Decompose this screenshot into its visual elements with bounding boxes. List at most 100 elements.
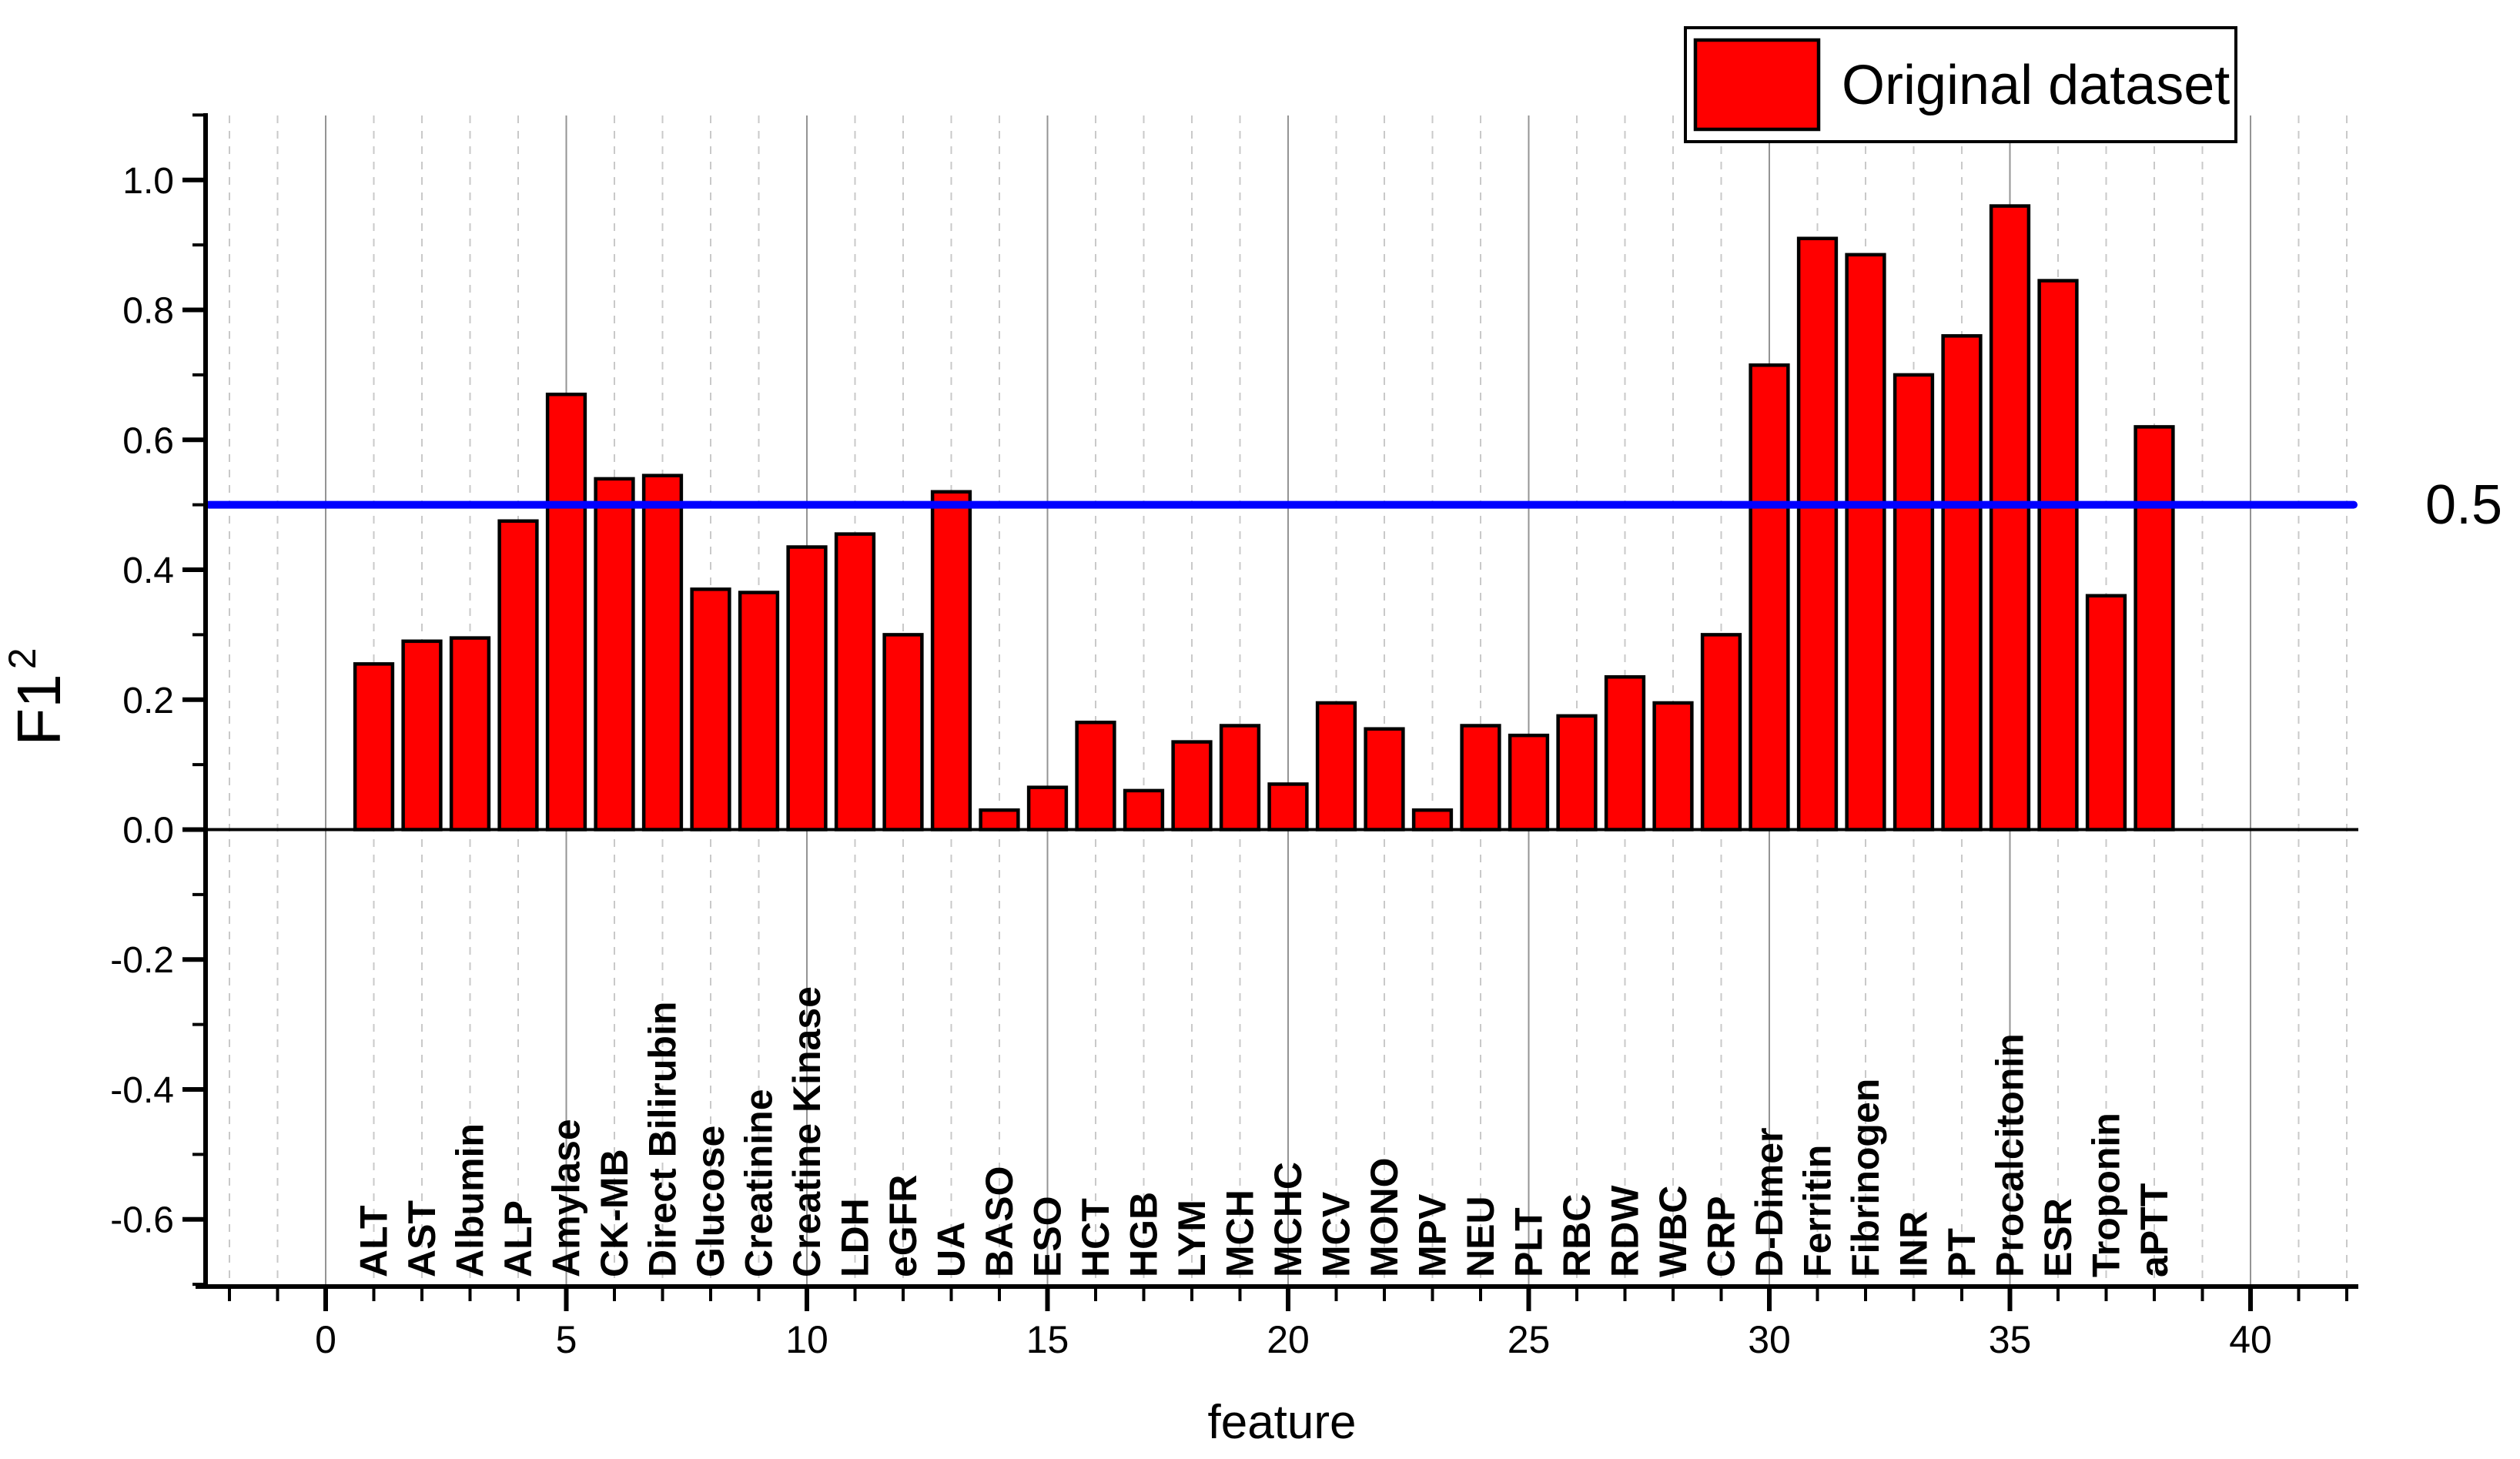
feature-label-MCHC: MCHC: [1267, 1162, 1310, 1277]
x-tick-label-25: 25: [1508, 1318, 1551, 1361]
bar-ESR: [2037, 279, 2079, 832]
tick-labels-group: 0 5 10 15 20 25 30 35 40 -0.6 -0.4 -0.2 0.0 0.2 0.4 0.6…: [110, 161, 2272, 1361]
bar-HGB: [1123, 788, 1165, 832]
feature-label-MPV: MPV: [1411, 1193, 1454, 1277]
y-axis-title-superscript: 2: [1, 648, 44, 669]
bar-MONO: [1364, 727, 1405, 832]
feature-label-MCH: MCH: [1219, 1190, 1262, 1277]
feature-label-CK-MB: CK-MB: [593, 1149, 636, 1277]
feature-label-Glucose: Glucose: [689, 1126, 732, 1277]
feature-label-ESO: ESO: [1026, 1196, 1069, 1277]
bar-LYM: [1171, 740, 1213, 832]
bar-MCH: [1219, 724, 1261, 832]
x-tick-label-0: 0: [315, 1318, 336, 1361]
feature-label-HCT: HCT: [1074, 1198, 1117, 1277]
y-tick-label-0.2: 0.2: [122, 681, 174, 721]
reference-line-label: 0.5: [2425, 474, 2502, 536]
feature-label-HGB: HGB: [1123, 1192, 1166, 1277]
bar-D-Dimer: [1749, 363, 1790, 832]
legend-label: Original dataset: [1842, 55, 2230, 116]
y-tick-label-0.0: 0.0: [122, 811, 174, 852]
feature-label-Albumin: Albumin: [449, 1123, 492, 1277]
y-tick-label--0.6: -0.6: [110, 1200, 174, 1241]
feature-label-ALT: ALT: [353, 1206, 396, 1277]
legend: Original dataset: [1684, 26, 2237, 143]
bar-CRP: [1700, 633, 1742, 832]
bar-Glucose: [690, 587, 731, 832]
feature-label-ESR: ESR: [2036, 1198, 2080, 1277]
feature-label-LDH: LDH: [834, 1198, 877, 1277]
bar-PT: [1941, 334, 1983, 832]
bar-Albumin: [449, 636, 491, 832]
x-tick-label-20: 20: [1267, 1318, 1310, 1361]
y-tick-label-0.6: 0.6: [122, 420, 174, 461]
bar-aPTT: [2133, 425, 2175, 832]
bar-Creatine Kinase: [786, 545, 828, 832]
bars-group: [353, 204, 2175, 832]
feature-label-Ferritin: Ferritin: [1796, 1145, 1839, 1277]
feature-label-eGFR: eGFR: [882, 1175, 925, 1277]
feature-label-Fibrinogen: Fibrinogen: [1844, 1079, 1887, 1277]
x-tick-label-35: 35: [1989, 1318, 2032, 1361]
feature-label-RDW: RDW: [1604, 1185, 1647, 1277]
y-tick-label-0.4: 0.4: [122, 550, 174, 591]
bar-UA: [930, 490, 972, 832]
feature-label-Amylase: Amylase: [545, 1119, 588, 1277]
feature-label-BASO: BASO: [978, 1166, 1021, 1277]
feature-label-RBC: RBC: [1555, 1194, 1598, 1277]
bar-LDH: [834, 532, 876, 832]
y-tick-label--0.4: -0.4: [110, 1070, 174, 1111]
feature-label-Troponin: Troponin: [2085, 1113, 2128, 1277]
bar-ESO: [1026, 785, 1069, 832]
bar-MCV: [1315, 701, 1357, 832]
feature-label-AST: AST: [400, 1200, 443, 1277]
y-axis-title: F12: [1, 648, 73, 745]
feature-label-Direct Bilirubin: Direct Bilirubin: [641, 1002, 684, 1277]
feature-label-Creatine Kinase: Creatine Kinase: [785, 986, 828, 1277]
feature-labels-group: ALT AST Albumin ALP Amylase CK-MB Direct Bilir…: [353, 986, 2177, 1277]
feature-label-Creatinine: Creatinine: [738, 1089, 781, 1277]
feature-label-LYM: LYM: [1170, 1200, 1213, 1277]
feature-label-ALP: ALP: [497, 1200, 540, 1277]
feature-label-MONO: MONO: [1363, 1157, 1406, 1277]
bar-WBC: [1652, 701, 1694, 832]
bar-Direct Bilirubin: [641, 474, 684, 832]
feature-label-CRP: CRP: [1700, 1196, 1743, 1277]
bar-MPV: [1411, 808, 1454, 832]
legend-swatch: [1693, 38, 1821, 132]
y-tick-label-1.0: 1.0: [122, 161, 174, 202]
x-tick-label-15: 15: [1026, 1318, 1069, 1361]
bar-Procalcitonin: [1989, 204, 2031, 832]
feature-label-WBC: WBC: [1652, 1186, 1695, 1277]
bar-Creatinine: [738, 591, 780, 832]
bar-Ferritin: [1796, 236, 1839, 832]
bar-BASO: [979, 808, 1020, 832]
feature-label-PLT: PLT: [1508, 1207, 1551, 1277]
bar-NEU: [1460, 724, 1501, 832]
feature-label-PT: PT: [1940, 1228, 1983, 1277]
ticks-group: [182, 113, 2348, 1311]
x-axis-title: feature: [1207, 1396, 1356, 1449]
x-tick-label-40: 40: [2229, 1318, 2272, 1361]
feature-label-INR: INR: [1893, 1211, 1936, 1277]
bar-MCHC: [1267, 782, 1309, 832]
bar-Troponin: [2085, 594, 2127, 832]
bar-INR: [1893, 373, 1935, 832]
bar-HCT: [1075, 721, 1116, 832]
bar-ALT: [353, 662, 395, 832]
bar-Fibrinogen: [1845, 253, 1886, 832]
x-tick-label-5: 5: [556, 1318, 577, 1361]
feature-label-NEU: NEU: [1459, 1196, 1502, 1277]
feature-label-Procalcitonin: Procalcitonin: [1989, 1033, 2032, 1277]
bar-PLT: [1508, 733, 1550, 832]
feature-label-aPTT: aPTT: [2133, 1183, 2176, 1277]
bar-Amylase: [545, 392, 587, 832]
bar-CK-MB: [594, 477, 635, 832]
y-tick-label-0.8: 0.8: [122, 291, 174, 332]
bar-eGFR: [882, 633, 924, 832]
x-tick-label-30: 30: [1748, 1318, 1791, 1361]
bar-RDW: [1604, 674, 1646, 832]
feature-label-UA: UA: [930, 1222, 973, 1277]
